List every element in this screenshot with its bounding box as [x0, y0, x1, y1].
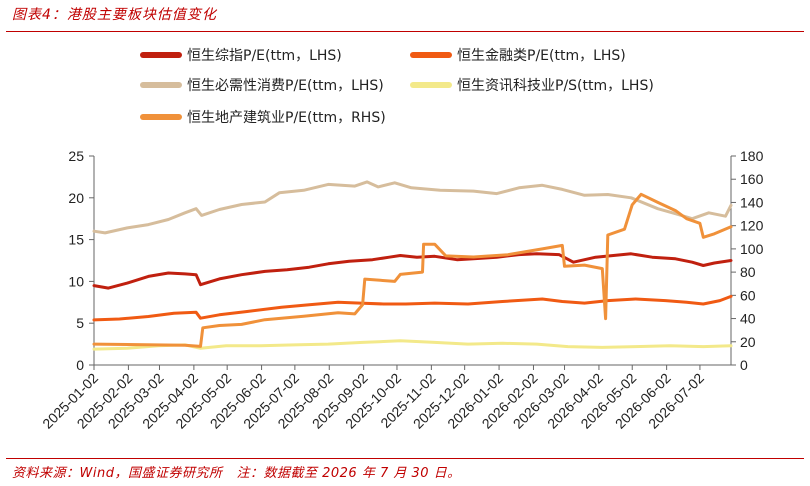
source-note: 资料来源：Wind，国盛证券研究所 注：数据截至 2026 年 7 月 30 日。 [12, 462, 461, 481]
series-line-1 [92, 252, 733, 290]
right-y-tick-label: 0 [740, 357, 748, 373]
series-line-2 [92, 294, 733, 322]
left-y-tick-label: 10 [68, 273, 84, 289]
right-y-tick-label: 180 [740, 148, 764, 164]
right-y-tick-label: 60 [740, 287, 756, 303]
series-line-5 [92, 192, 733, 348]
figure-title: 图表4：港股主要板块估值变化 [12, 7, 217, 23]
left-y-tick-label: 25 [68, 148, 84, 164]
legend-label-5: 恒生地产建筑业P/E(ttm，RHS) [187, 110, 386, 126]
right-y-tick-label: 20 [740, 334, 756, 350]
chart-series [92, 180, 733, 351]
legend-label-4: 恒生资讯科技业P/S(ttm，LHS) [457, 78, 654, 94]
right-y-tick-label: 40 [740, 311, 756, 327]
legend-label-2: 恒生金融类P/E(ttm，LHS) [457, 48, 626, 64]
left-y-tick-label: 20 [68, 190, 84, 206]
chart-legend: 恒生综指P/E(ttm，LHS) 恒生金融类P/E(ttm，LHS) 恒生必需性消费… [140, 48, 654, 126]
source-prefix: 资料来源：Wind，国盛证券研究所 [12, 466, 223, 481]
chart-axes: 05101520250204060801001201401601802025-0… [39, 148, 763, 432]
right-y-tick-label: 100 [740, 241, 764, 257]
right-y-tick-label: 160 [740, 171, 764, 187]
left-y-tick-label: 5 [76, 315, 84, 331]
series-line-3 [92, 180, 733, 235]
source-divider [6, 458, 804, 459]
title-divider [6, 31, 804, 32]
right-y-tick-label: 120 [740, 218, 764, 234]
left-y-tick-label: 0 [76, 357, 84, 373]
right-y-tick-label: 140 [740, 194, 764, 210]
right-y-tick-label: 80 [740, 264, 756, 280]
legend-label-1: 恒生综指P/E(ttm，LHS) [187, 48, 342, 64]
left-y-tick-label: 15 [68, 232, 84, 248]
legend-label-3: 恒生必需性消费P/E(ttm，LHS) [187, 78, 384, 94]
data-cutoff-note: 注：数据截至 2026 年 7 月 30 日。 [236, 466, 461, 481]
